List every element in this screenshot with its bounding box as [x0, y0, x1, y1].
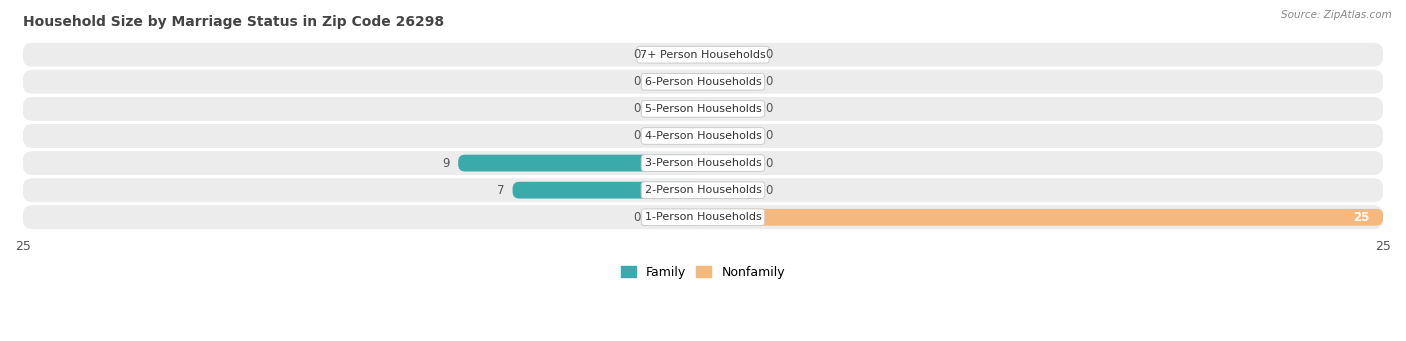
- Text: 9: 9: [443, 157, 450, 169]
- Text: 2-Person Households: 2-Person Households: [644, 185, 762, 195]
- FancyBboxPatch shape: [648, 101, 703, 117]
- Text: Household Size by Marriage Status in Zip Code 26298: Household Size by Marriage Status in Zip…: [22, 15, 444, 29]
- FancyBboxPatch shape: [648, 73, 703, 90]
- Text: Source: ZipAtlas.com: Source: ZipAtlas.com: [1281, 10, 1392, 20]
- Text: 4-Person Households: 4-Person Households: [644, 131, 762, 141]
- Text: 0: 0: [765, 157, 773, 169]
- Legend: Family, Nonfamily: Family, Nonfamily: [616, 261, 790, 284]
- Text: 0: 0: [765, 130, 773, 143]
- Text: 7: 7: [496, 184, 505, 197]
- FancyBboxPatch shape: [458, 155, 703, 172]
- Text: 1-Person Households: 1-Person Households: [644, 212, 762, 222]
- Text: 0: 0: [633, 211, 641, 224]
- FancyBboxPatch shape: [22, 151, 1384, 175]
- Text: 7+ Person Households: 7+ Person Households: [640, 50, 766, 60]
- FancyBboxPatch shape: [648, 209, 703, 226]
- FancyBboxPatch shape: [703, 128, 758, 144]
- Text: 5-Person Households: 5-Person Households: [644, 104, 762, 114]
- FancyBboxPatch shape: [648, 46, 703, 63]
- Text: 6-Person Households: 6-Person Households: [644, 77, 762, 87]
- FancyBboxPatch shape: [22, 205, 1384, 229]
- FancyBboxPatch shape: [703, 101, 758, 117]
- Text: 3-Person Households: 3-Person Households: [644, 158, 762, 168]
- FancyBboxPatch shape: [22, 70, 1384, 94]
- Text: 0: 0: [765, 48, 773, 61]
- Text: 0: 0: [765, 75, 773, 88]
- Text: 0: 0: [633, 48, 641, 61]
- FancyBboxPatch shape: [703, 73, 758, 90]
- FancyBboxPatch shape: [703, 209, 1384, 226]
- FancyBboxPatch shape: [703, 46, 758, 63]
- FancyBboxPatch shape: [22, 124, 1384, 148]
- Text: 0: 0: [765, 184, 773, 197]
- FancyBboxPatch shape: [22, 97, 1384, 121]
- FancyBboxPatch shape: [648, 128, 703, 144]
- FancyBboxPatch shape: [513, 182, 703, 198]
- FancyBboxPatch shape: [22, 43, 1384, 66]
- Text: 0: 0: [765, 102, 773, 115]
- Text: 0: 0: [633, 130, 641, 143]
- Text: 0: 0: [633, 75, 641, 88]
- FancyBboxPatch shape: [22, 178, 1384, 202]
- FancyBboxPatch shape: [703, 155, 758, 172]
- FancyBboxPatch shape: [703, 182, 758, 198]
- Text: 0: 0: [633, 102, 641, 115]
- Text: 25: 25: [1353, 211, 1369, 224]
